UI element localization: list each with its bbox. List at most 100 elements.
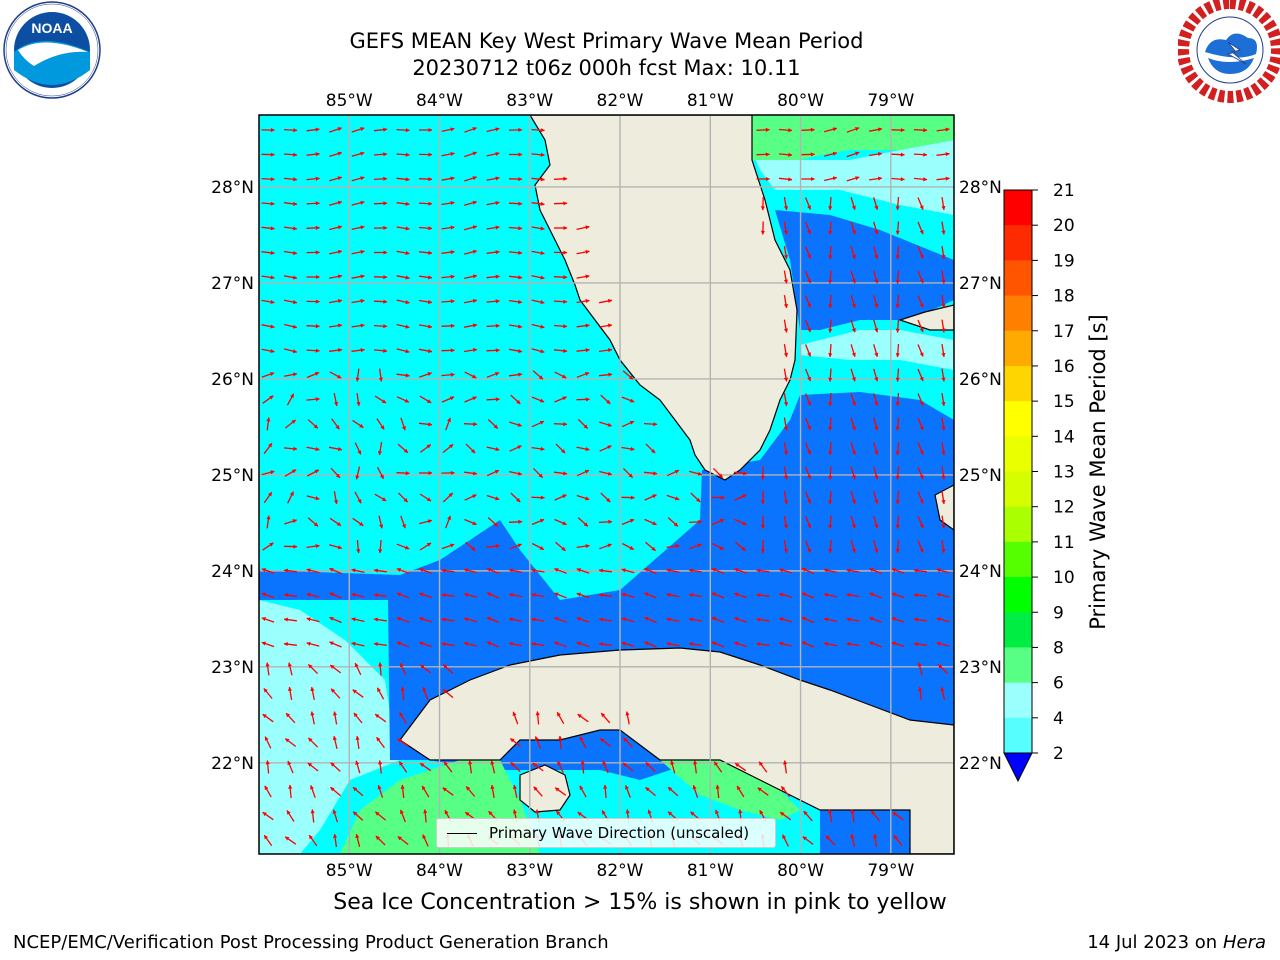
wave-arrow (287, 686, 293, 701)
wave-arrow (486, 616, 500, 624)
wave-arrow (374, 811, 387, 821)
wave-arrow (378, 539, 383, 554)
wave-arrow (828, 466, 833, 480)
colorbar-segment (1004, 436, 1032, 473)
wave-arrow (757, 787, 769, 796)
wave-arrow (553, 324, 568, 329)
wave-arrow (850, 833, 856, 847)
wave-arrow (306, 592, 320, 598)
wave-arrow (846, 176, 860, 182)
wave-arrow (828, 343, 833, 358)
period-field-6-8-northeast (752, 140, 954, 215)
wave-arrow (352, 517, 364, 527)
wave-arrow (486, 494, 500, 501)
wave-arrow (598, 593, 612, 598)
wave-arrow (824, 151, 838, 157)
wave-arrow (441, 176, 455, 181)
lon-label-bottom: 83°W (506, 861, 553, 880)
wave-arrow (486, 469, 500, 477)
wave-arrow (377, 784, 384, 798)
wave-arrow (917, 515, 924, 529)
wave-arrow (621, 446, 635, 451)
wave-arrow (332, 735, 338, 749)
wave-arrow (261, 226, 275, 231)
lon-label-top: 81°W (687, 91, 734, 111)
wave-arrow (873, 246, 879, 260)
wave-arrow (598, 298, 613, 304)
wave-arrow (554, 396, 567, 403)
wave-arrow (486, 567, 500, 575)
wave-arrow (576, 469, 590, 477)
wave-arrow (599, 470, 613, 476)
wave-arrow (600, 712, 611, 724)
wave-arrow (418, 324, 433, 329)
wave-arrow (804, 344, 812, 357)
colorbar-segment (1004, 541, 1032, 578)
wave-arrow (330, 762, 341, 772)
wave-arrow (376, 687, 385, 700)
wave-arrow (850, 466, 856, 480)
wave-arrow (941, 245, 946, 260)
wave-arrow (351, 151, 365, 157)
wave-arrow (667, 517, 679, 527)
wave-arrow (376, 418, 385, 430)
wave-arrow (846, 617, 860, 622)
lon-label-bottom: 79°W (867, 861, 914, 880)
wave-arrow (554, 568, 567, 574)
wave-arrow (850, 515, 856, 529)
wave-arrow (531, 201, 545, 206)
wave-arrow (850, 393, 856, 407)
wave-arrow (917, 393, 924, 406)
lat-label-left: 28°N (211, 178, 254, 198)
wave-arrow (895, 343, 900, 358)
wave-arrow (804, 295, 812, 308)
wave-arrow (828, 368, 833, 382)
wave-arrow (712, 467, 724, 479)
wave-arrow (332, 711, 338, 725)
footer-host: Hera (1222, 932, 1266, 953)
wave-arrow (396, 177, 410, 182)
wave-arrow (736, 785, 745, 798)
lon-label-top: 85°W (326, 91, 373, 111)
wave-arrow (332, 809, 339, 823)
wave-arrow (351, 323, 365, 328)
wave-arrow (693, 760, 698, 774)
wave-arrow (374, 493, 387, 502)
wave-arrow (758, 761, 768, 773)
wave-arrow (419, 542, 432, 551)
wave-arrow (621, 518, 635, 526)
wave-arrow (553, 348, 568, 353)
wave-arrow (509, 737, 522, 748)
wave-arrow (329, 664, 342, 674)
wave-arrow (400, 417, 406, 431)
wave-arrow (554, 494, 567, 501)
wave-arrow (510, 394, 521, 405)
wave-arrow (531, 177, 545, 182)
wave-arrow (804, 197, 812, 210)
wave-arrow (670, 760, 676, 774)
wave-arrow (486, 544, 500, 549)
wave-arrow (328, 298, 343, 304)
wave-arrow (261, 201, 275, 206)
map-frame (258, 114, 955, 855)
wave-arrow (531, 275, 545, 280)
wave-arrow (936, 617, 950, 623)
wave-arrow (869, 567, 882, 575)
wave-arrow (828, 196, 833, 211)
wave-arrow (576, 274, 590, 279)
wave-arrow (264, 785, 272, 798)
wave-arrow (553, 422, 568, 427)
wave-arrow (307, 517, 319, 527)
colorbar-segment (1004, 682, 1032, 719)
wave-arrow (374, 713, 387, 723)
wave-arrow (261, 372, 275, 378)
wave-arrow (778, 177, 793, 182)
wave-arrow (441, 642, 455, 647)
wave-arrow (261, 250, 275, 255)
legend-line-swatch (447, 832, 477, 834)
wave-arrow (783, 515, 789, 529)
wave-arrow (509, 470, 523, 476)
colorbar-segment (1004, 330, 1032, 367)
wave-arrow (284, 226, 298, 231)
wave-arrow (783, 221, 789, 235)
